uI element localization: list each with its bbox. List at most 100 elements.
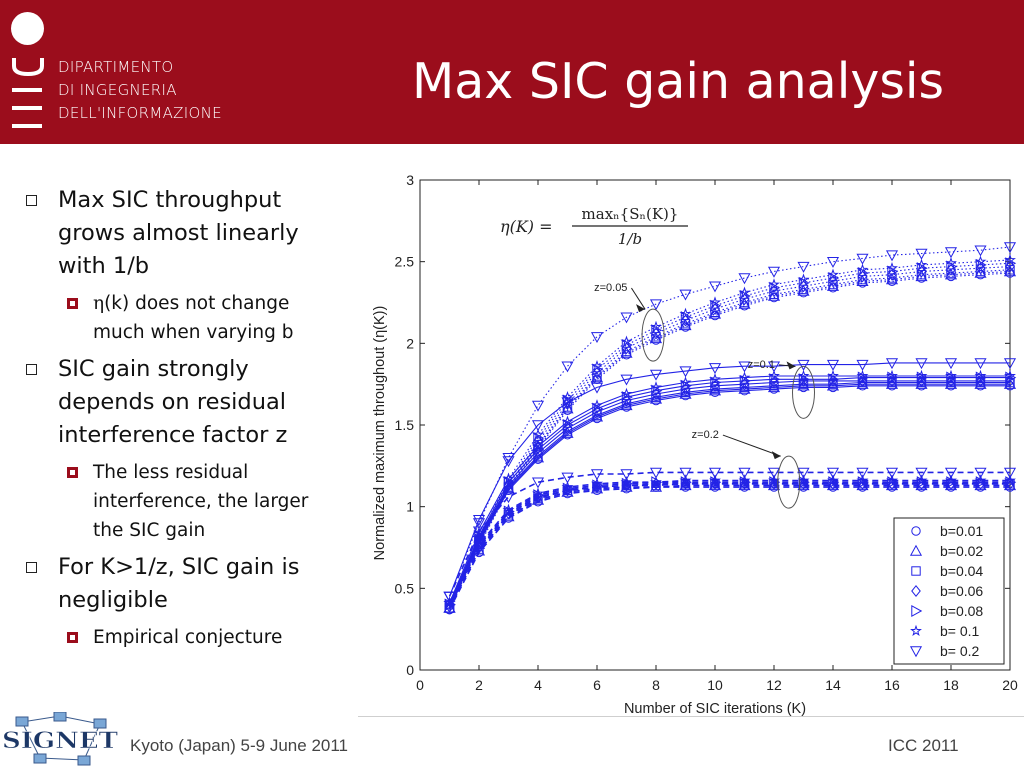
data-point-marker — [974, 255, 987, 267]
dept-line: DELL'INFORMAZIONE — [58, 104, 222, 122]
slide-title: Max SIC gain analysis — [412, 53, 944, 110]
data-point-marker — [885, 377, 899, 389]
data-point-marker — [649, 392, 663, 404]
data-point-marker — [621, 477, 633, 490]
group-ellipse — [777, 455, 801, 509]
data-point-marker — [590, 332, 604, 344]
legend-label: b=0.01 — [940, 523, 983, 539]
group-label: z=0.2 — [692, 429, 719, 441]
data-point-marker — [738, 382, 751, 394]
data-point-marker — [769, 281, 781, 294]
data-point-marker — [974, 474, 987, 486]
data-point-marker — [975, 371, 987, 384]
data-point-marker — [531, 400, 545, 412]
series-line — [448, 385, 1010, 610]
data-point-marker — [826, 467, 840, 479]
data-point-marker — [679, 474, 692, 486]
data-point-marker — [680, 476, 692, 489]
sub-bullet-text: (k) does not change much when varying b — [93, 293, 294, 343]
bullet-text: For K>1/z, SIC gain is negligible — [58, 554, 300, 613]
data-point-marker — [827, 369, 839, 382]
data-point-marker — [768, 278, 780, 290]
legend: b=0.01 b=0.02 b=0.04 b=0.06 b=0.08 b= 0.1 b= 0… — [893, 517, 1005, 665]
series-line — [448, 380, 1010, 607]
data-point-marker — [798, 276, 810, 289]
formula-denominator: 1/b — [618, 230, 642, 248]
data-point-marker — [502, 472, 515, 484]
data-point-marker — [856, 377, 869, 389]
square-bullet-icon — [26, 195, 37, 206]
data-point-marker — [886, 261, 898, 274]
data-point-marker — [620, 476, 633, 488]
series-line — [448, 471, 1010, 597]
series-line — [448, 383, 1010, 609]
data-point-marker — [915, 258, 928, 270]
group-ellipse — [792, 365, 815, 419]
data-point-marker — [945, 257, 957, 269]
legend-label: b=0.08 — [940, 603, 983, 619]
data-point-marker — [739, 374, 751, 387]
data-point-marker — [680, 311, 692, 324]
data-point-marker — [828, 271, 840, 285]
data-point-marker — [887, 476, 899, 489]
legend-label: b=0.04 — [940, 563, 983, 579]
data-point-marker — [887, 371, 899, 384]
data-point-marker — [826, 257, 840, 268]
data-point-marker — [561, 390, 574, 403]
series-line — [448, 375, 1010, 604]
formula-lhs: η(K) = — [500, 217, 553, 236]
data-point-marker — [856, 275, 869, 286]
data-point-marker — [767, 266, 781, 278]
data-point-marker — [443, 591, 456, 603]
data-point-marker — [532, 439, 544, 452]
sub-bullet-icon — [67, 632, 78, 643]
network-nodes-icon — [15, 712, 107, 766]
data-point-marker — [651, 324, 663, 337]
arrow-head — [771, 451, 781, 460]
data-point-marker — [708, 281, 722, 293]
y-tick-label: 1 — [406, 499, 414, 515]
group-arrow — [722, 434, 781, 457]
data-point-marker — [679, 467, 692, 479]
data-point-marker — [739, 289, 751, 303]
data-point-marker — [797, 467, 810, 479]
data-point-marker — [975, 258, 987, 271]
data-point-marker — [561, 397, 574, 409]
x-tick-label: 2 — [475, 677, 483, 693]
square-bullet-icon — [26, 562, 37, 573]
data-point-marker — [1003, 358, 1017, 370]
data-point-marker — [710, 476, 722, 489]
data-point-marker — [887, 273, 897, 283]
data-point-marker — [856, 474, 869, 486]
bullet-text: Max SIC throughput grows almost linearly… — [58, 187, 299, 279]
data-point-marker — [649, 299, 663, 311]
data-point-marker — [1005, 476, 1017, 489]
bullet-item: For K>1/z, SIC gain is negligible — [18, 551, 338, 617]
series-line — [449, 270, 1011, 609]
data-point-marker — [443, 596, 456, 609]
data-point-marker — [679, 376, 692, 388]
x-tick-label: 4 — [534, 677, 542, 693]
data-point-marker — [710, 299, 722, 312]
data-point-marker — [679, 319, 692, 331]
data-point-marker — [769, 373, 781, 386]
data-point-marker — [946, 476, 958, 489]
data-point-marker — [886, 474, 898, 486]
data-point-marker — [620, 346, 633, 358]
data-point-marker — [1005, 257, 1017, 270]
data-point-marker — [915, 474, 928, 486]
dept-line: DIPARTIMENTO — [58, 58, 174, 76]
data-point-marker — [944, 377, 958, 389]
data-point-marker — [592, 363, 604, 376]
sub-bullet-item: η(k) does not change much when varying b — [18, 289, 338, 347]
data-point-marker — [885, 273, 899, 285]
data-point-marker — [561, 415, 574, 427]
data-point-marker — [856, 467, 869, 479]
data-point-marker — [738, 361, 751, 373]
data-point-marker — [887, 265, 899, 278]
data-point-marker — [503, 507, 514, 520]
data-point-marker — [620, 335, 633, 347]
data-point-marker — [561, 426, 574, 438]
data-point-marker — [916, 262, 928, 275]
series-line — [448, 479, 1010, 604]
